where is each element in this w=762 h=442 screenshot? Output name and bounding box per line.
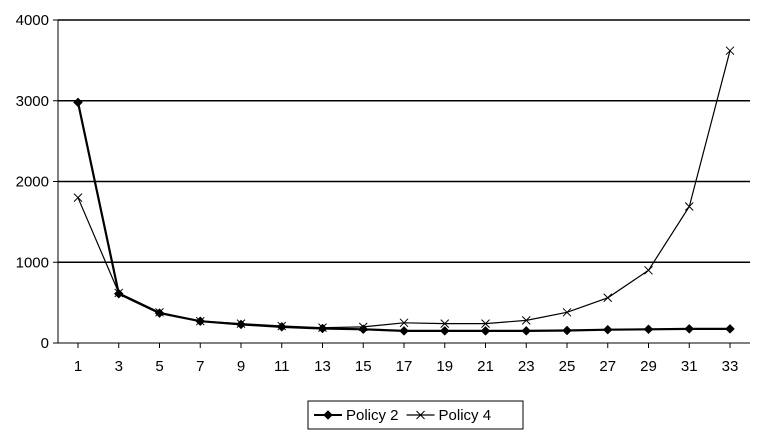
data-point-policy-2 xyxy=(480,326,491,336)
x-marker-stroke xyxy=(603,293,613,303)
legend-marker xyxy=(416,410,425,420)
data-point-policy-2 xyxy=(521,326,532,336)
x-marker-stroke xyxy=(155,307,164,317)
data-point-policy-4 xyxy=(521,316,531,325)
y-tick-label: 4000 xyxy=(16,12,49,29)
x-marker-stroke xyxy=(725,46,735,56)
data-point-policy-4 xyxy=(73,193,83,203)
series-policy-4 xyxy=(73,46,735,333)
data-point-policy-2 xyxy=(439,326,450,336)
data-point-policy-2 xyxy=(113,288,124,299)
legend-label: Policy 4 xyxy=(439,407,492,424)
series-policy-2 xyxy=(73,97,735,336)
x-tick-label: 21 xyxy=(477,358,494,375)
x-marker-stroke xyxy=(318,323,327,333)
data-point-policy-4 xyxy=(603,293,613,303)
x-tick-label: 15 xyxy=(355,358,372,375)
data-point-policy-2 xyxy=(684,324,695,334)
legend-item-policy-2: Policy 2 xyxy=(314,407,399,424)
data-point-policy-4 xyxy=(725,46,735,56)
legend: Policy 2 Policy 4 xyxy=(307,400,524,430)
data-point-policy-4 xyxy=(562,307,572,317)
x-marker-stroke xyxy=(521,316,531,325)
data-point-policy-2 xyxy=(399,326,409,336)
data-point-policy-2 xyxy=(643,324,654,335)
x-tick-label: 3 xyxy=(115,358,123,375)
x-tick-label: 5 xyxy=(155,358,163,375)
x-tick-label: 13 xyxy=(314,358,331,375)
grid xyxy=(58,19,750,263)
x-tick-label: 23 xyxy=(518,358,535,375)
x-marker-stroke xyxy=(399,318,409,328)
legend-label: Policy 2 xyxy=(346,407,399,424)
x-tick-label: 1 xyxy=(74,358,82,375)
x-tick-label: 11 xyxy=(274,358,290,375)
x-marker-stroke xyxy=(195,316,205,326)
x-tick-label: 25 xyxy=(559,358,576,375)
x-tick-label: 9 xyxy=(237,358,245,375)
x-tick-label: 31 xyxy=(681,358,698,375)
x-tick-label: 33 xyxy=(722,358,739,375)
legend-item-policy-4: Policy 4 xyxy=(406,407,492,424)
x-tick-label: 17 xyxy=(396,358,413,375)
x-marker-stroke xyxy=(114,288,124,298)
y-tick-label: 1000 xyxy=(16,254,49,271)
series-line-policy-4 xyxy=(77,50,731,329)
data-point-policy-4 xyxy=(481,319,490,328)
data-point-policy-2 xyxy=(725,324,735,334)
y-tick-label: 0 xyxy=(41,335,49,352)
data-point-policy-4 xyxy=(399,318,409,328)
data-point-policy-2 xyxy=(73,97,83,108)
data-point-policy-4 xyxy=(684,202,694,211)
y-tick-label: 3000 xyxy=(16,93,49,110)
data-point-policy-4 xyxy=(236,319,246,328)
x-tick-label: 19 xyxy=(436,358,453,375)
data-point-policy-4 xyxy=(155,307,164,317)
x-marker-stroke xyxy=(440,319,450,328)
x-marker-stroke xyxy=(236,319,246,328)
x-tick-label: 27 xyxy=(599,358,616,375)
data-point-policy-2 xyxy=(602,324,613,335)
data-point-policy-4 xyxy=(644,265,653,275)
series-layer xyxy=(73,46,735,336)
data-point-policy-4 xyxy=(195,316,205,326)
x-marker-stroke xyxy=(481,319,490,328)
data-point-policy-4 xyxy=(318,323,327,333)
x-marker-stroke xyxy=(358,322,368,332)
x-marker-stroke xyxy=(684,202,694,211)
x-marker-stroke xyxy=(277,321,287,331)
data-point-policy-2 xyxy=(317,323,328,334)
x-marker-stroke xyxy=(416,410,425,420)
data-point-policy-4 xyxy=(114,288,124,298)
x-tick-label: 7 xyxy=(196,358,204,375)
x-marker-stroke xyxy=(644,265,653,275)
y-tick-label: 2000 xyxy=(16,174,49,191)
data-point-policy-2 xyxy=(276,321,287,332)
data-point-policy-4 xyxy=(440,319,450,328)
data-point-policy-2 xyxy=(562,325,572,336)
legend-box xyxy=(307,400,524,430)
data-point-policy-4 xyxy=(277,321,287,331)
legend-marker xyxy=(323,410,333,420)
x-marker-stroke xyxy=(562,307,572,317)
data-point-policy-2 xyxy=(236,319,246,330)
x-marker-stroke xyxy=(73,193,83,203)
data-point-policy-4 xyxy=(358,322,368,332)
series-line-policy-2 xyxy=(76,102,730,332)
x-tick-label: 29 xyxy=(640,358,657,375)
